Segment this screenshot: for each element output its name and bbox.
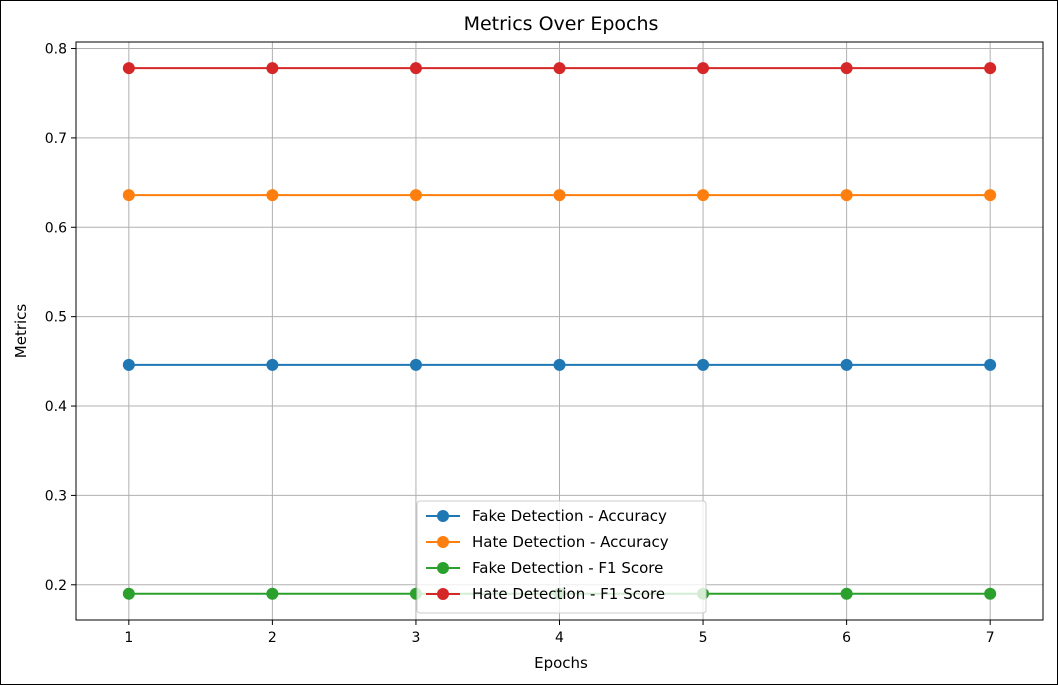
data-point	[122, 189, 135, 202]
x-tick-label: 3	[411, 630, 420, 646]
data-point	[266, 62, 279, 75]
legend-label: Hate Detection - Accuracy	[472, 533, 669, 551]
series-layer	[122, 62, 997, 600]
grid-lines	[76, 42, 1043, 620]
legend-item: Hate Detection - Accuracy	[426, 533, 669, 551]
y-tick-label: 0.6	[45, 220, 67, 236]
data-point	[409, 62, 422, 75]
series-4	[122, 62, 997, 75]
y-tick-label: 0.4	[45, 399, 67, 415]
data-point	[122, 587, 135, 600]
y-tick-label: 0.2	[45, 578, 67, 594]
data-point	[840, 189, 853, 202]
data-point	[122, 358, 135, 371]
x-tick-label: 4	[555, 630, 564, 646]
legend-item: Fake Detection - Accuracy	[426, 507, 667, 525]
x-tick-label: 1	[124, 630, 133, 646]
legend-label: Fake Detection - F1 Score	[472, 559, 663, 577]
y-tick-label: 0.5	[45, 310, 67, 326]
data-point	[553, 189, 566, 202]
legend-marker	[437, 588, 449, 600]
chart-title: Metrics Over Epochs	[464, 13, 659, 35]
data-point	[266, 189, 279, 202]
y-tick-label: 0.8	[45, 42, 67, 58]
y-tick-label: 0.3	[45, 488, 67, 504]
legend-marker	[437, 510, 449, 522]
legend-marker	[437, 536, 449, 548]
y-axis-ticks: 0.2 0.3 0.4 0.5 0.6 0.7 0.8	[45, 42, 76, 594]
data-point	[840, 62, 853, 75]
legend-label: Fake Detection - Accuracy	[472, 507, 667, 525]
y-tick-label: 0.7	[45, 131, 67, 147]
data-point	[984, 62, 997, 75]
x-tick-label: 7	[986, 630, 995, 646]
data-point	[409, 358, 422, 371]
data-point	[553, 62, 566, 75]
data-point	[697, 62, 710, 75]
data-point	[409, 189, 422, 202]
x-tick-label: 5	[699, 630, 708, 646]
y-axis-label: Metrics	[12, 304, 30, 359]
legend-marker	[437, 562, 449, 574]
legend-box	[416, 500, 707, 614]
legend-item: Hate Detection - F1 Score	[426, 585, 665, 603]
x-tick-label: 6	[842, 630, 851, 646]
series-1	[122, 358, 997, 371]
x-tick-label: 2	[268, 630, 277, 646]
data-point	[840, 358, 853, 371]
legend: Fake Detection - Accuracy Hate Detection …	[416, 500, 707, 614]
data-point	[984, 587, 997, 600]
x-axis-label: Epochs	[534, 654, 588, 672]
data-point	[697, 189, 710, 202]
legend-item: Fake Detection - F1 Score	[426, 559, 663, 577]
data-point	[553, 358, 566, 371]
data-point	[984, 189, 997, 202]
data-point	[697, 358, 710, 371]
data-point	[984, 358, 997, 371]
data-point	[266, 587, 279, 600]
data-point	[266, 358, 279, 371]
series-2	[122, 189, 997, 202]
legend-label: Hate Detection - F1 Score	[472, 585, 665, 603]
data-point	[840, 587, 853, 600]
data-point	[122, 62, 135, 75]
x-axis-ticks: 1 2 3 4 5 6 7	[124, 620, 995, 646]
